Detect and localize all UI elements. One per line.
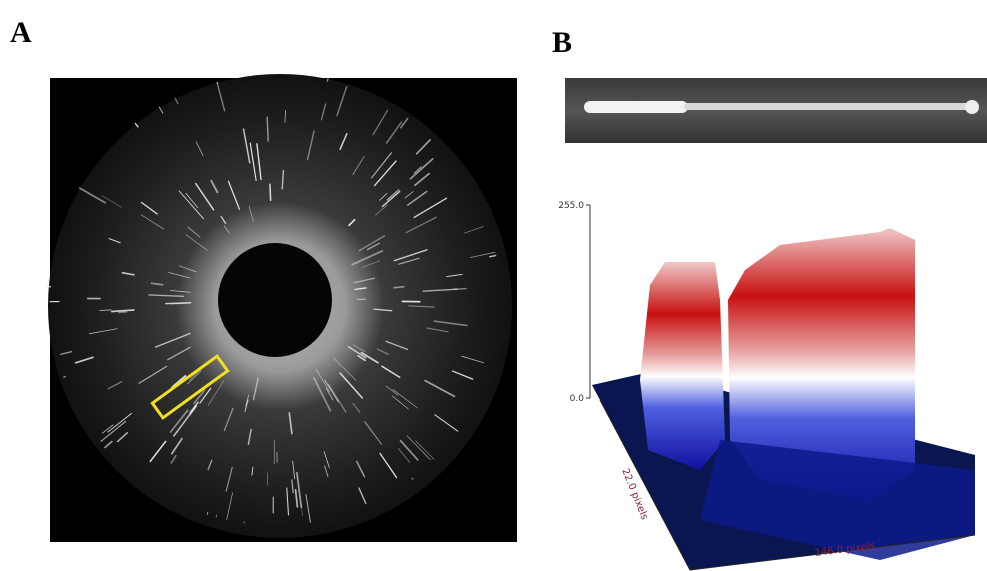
streak xyxy=(454,289,467,290)
surface-plot: 255.0 0.0 22.0 pixels 146.0 pixels xyxy=(558,201,975,570)
streak xyxy=(270,184,271,200)
streak xyxy=(64,377,66,378)
panel-label: A xyxy=(10,16,32,49)
streak xyxy=(166,303,191,304)
panel-label: B xyxy=(552,26,572,59)
fiber-image xyxy=(565,78,987,143)
z-max-label: 255.0 xyxy=(558,201,584,211)
streak xyxy=(412,478,413,479)
figure: A B 255.0 0.0 22.0 pixels 146.0 pixels xyxy=(0,0,987,571)
streak xyxy=(394,287,404,288)
streak xyxy=(119,312,127,313)
micrograph xyxy=(47,74,517,542)
z-min-label: 0.0 xyxy=(570,394,585,404)
